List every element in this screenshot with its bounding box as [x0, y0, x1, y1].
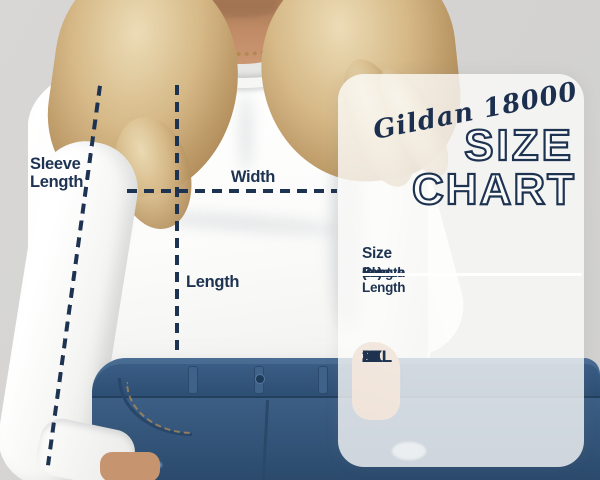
row-s-length: 27 — [362, 346, 380, 366]
row-xl-size: XL — [362, 346, 383, 366]
sweatshirt-fold-shadow — [240, 92, 252, 172]
row-2xl-size: 2XL — [362, 346, 392, 366]
jeans-button — [255, 374, 265, 384]
row-m-size: M — [362, 346, 376, 366]
title-word-size: SIZE — [464, 121, 574, 170]
row-l-length: 29 — [362, 346, 380, 366]
row-xl-length: 30 — [362, 346, 380, 366]
row-xl-bust: 26 — [362, 346, 380, 366]
row-l-bust: 24 — [362, 346, 380, 366]
title-word-chart: CHART — [412, 165, 576, 214]
row-3xl-length: 32 — [362, 346, 380, 366]
sleeve-length-label: Length — [30, 172, 84, 191]
jeans-belt-loop — [318, 366, 328, 394]
row-3xl-bust: 30 — [362, 346, 380, 366]
model-left-hand — [100, 452, 160, 480]
row-2xl-length: 31 — [362, 346, 380, 366]
jeans-fly-seam — [261, 399, 270, 480]
size-chart-header-row: Size Bust (in) Length (in) Sleeve Length… — [362, 245, 406, 295]
row-l-sleeve: 35 — [362, 346, 380, 366]
row-s-size: S — [362, 346, 373, 366]
size-chart-table: S 20 27 33 M 22 28 34 L 24 29 35 XL 26 3… — [362, 280, 572, 433]
width-dashed-line — [127, 189, 337, 193]
header-divider-line — [360, 273, 582, 276]
row-2xl-sleeve: 37 — [362, 346, 380, 366]
row-l-size: L — [362, 346, 372, 366]
length-label: Length — [186, 273, 240, 291]
size-chart-panel: Gildan 18000 SIZE CHART Size Bust (in) L… — [338, 74, 584, 467]
row-s-bust: 20 — [362, 346, 380, 366]
row-xl-sleeve: 36 — [362, 346, 380, 366]
row-3xl-sleeve: 38 — [362, 346, 380, 366]
size-chart-title: SIZE CHART — [411, 120, 576, 214]
width-label: Width — [230, 168, 276, 186]
header-size: Size — [362, 245, 392, 263]
row-m-bust: 22 — [362, 346, 380, 366]
gold-chain-necklace — [194, 16, 290, 56]
row-m-length: 28 — [362, 346, 380, 366]
row-2xl-bust: 28 — [362, 346, 380, 366]
sleeve-length-label: Sleeve — [30, 155, 81, 173]
length-dashed-line — [175, 85, 179, 350]
row-s-sleeve: 33 — [362, 346, 380, 366]
row-m-sleeve: 34 — [362, 346, 380, 366]
jeans-pocket-stitching — [126, 382, 192, 434]
row-3xl-size: 3XL — [362, 346, 392, 366]
